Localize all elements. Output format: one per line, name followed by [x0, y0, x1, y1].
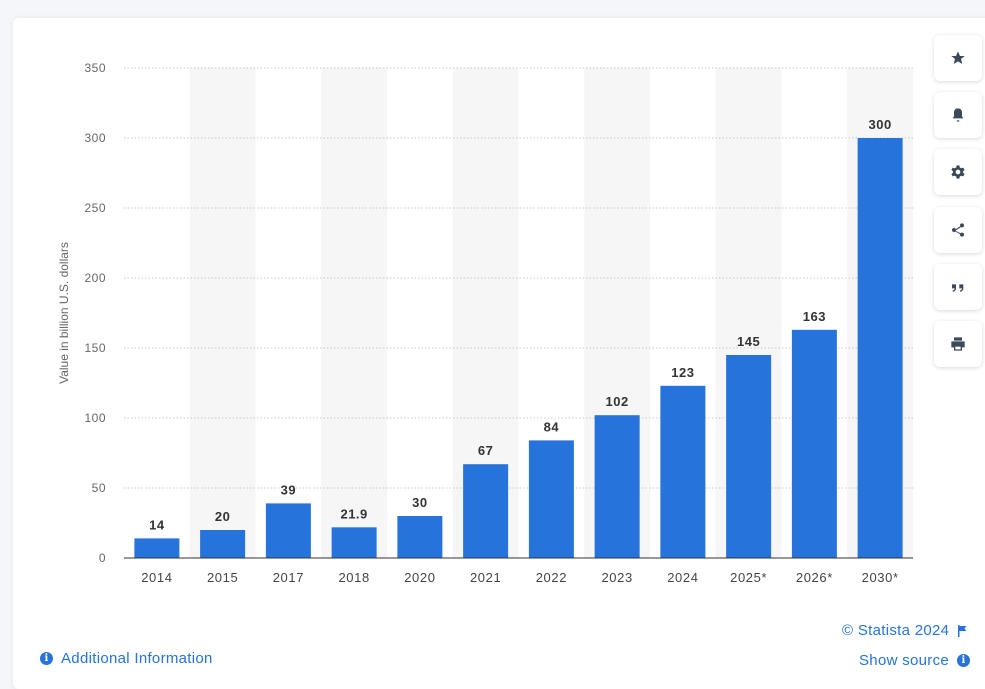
copyright-text: © Statista 2024: [842, 622, 950, 639]
x-tick-label: 2017: [273, 570, 304, 585]
bar[interactable]: [200, 530, 246, 558]
cite-button[interactable]: [934, 264, 982, 310]
y-tick-label: 300: [84, 131, 106, 145]
info-icon: i: [40, 652, 53, 665]
x-tick-label: 2024: [667, 570, 698, 585]
x-tick-label: 2030*: [862, 570, 899, 585]
data-label: 14: [149, 517, 165, 532]
x-tick-label: 2025*: [730, 570, 767, 585]
y-tick-label: 150: [84, 341, 106, 355]
bar[interactable]: [857, 138, 903, 558]
print-button[interactable]: [934, 321, 982, 367]
y-tick-label: 0: [99, 551, 106, 565]
data-label: 163: [803, 309, 826, 324]
bar[interactable]: [134, 538, 180, 558]
show-source-label: Show source: [859, 652, 950, 669]
additional-information-link[interactable]: i Additional Information: [40, 650, 213, 667]
bar[interactable]: [660, 385, 706, 558]
x-tick-label: 2026*: [796, 570, 833, 585]
quote-icon: [952, 284, 964, 292]
bar[interactable]: [726, 355, 772, 558]
x-tick-label: 2021: [470, 570, 501, 585]
data-label: 39: [281, 482, 296, 497]
share-button[interactable]: [934, 207, 982, 253]
y-tick-label: 250: [84, 201, 106, 215]
bar[interactable]: [791, 329, 837, 558]
star-icon: [951, 51, 965, 64]
x-tick-label: 2018: [338, 570, 369, 585]
y-tick-label: 100: [84, 411, 106, 425]
data-label: 30: [412, 495, 427, 510]
column-band: [189, 68, 256, 558]
bar[interactable]: [265, 503, 311, 558]
additional-information-label: Additional Information: [61, 650, 213, 667]
statista-copyright[interactable]: © Statista 2024: [842, 622, 968, 639]
gear-icon: [951, 165, 965, 179]
x-tick-label: 2015: [207, 570, 238, 585]
data-label: 20: [215, 509, 230, 524]
column-band: [321, 68, 387, 558]
data-label: 67: [478, 443, 493, 458]
show-source-link[interactable]: Show source i: [859, 652, 971, 669]
y-axis-label: Value in billion U.S. dollars: [57, 242, 71, 384]
x-tick-label: 2014: [141, 570, 172, 585]
y-tick-label: 50: [92, 481, 106, 495]
x-tick-label: 2023: [601, 570, 632, 585]
bell-icon: [952, 108, 964, 122]
data-label: 300: [869, 117, 892, 132]
data-label: 123: [671, 365, 694, 380]
data-label: 145: [737, 334, 760, 349]
bar[interactable]: [528, 440, 574, 558]
info-icon: i: [957, 654, 971, 667]
data-label: 21.9: [340, 506, 367, 521]
bar[interactable]: [331, 527, 377, 558]
share-icon: [952, 223, 964, 237]
x-tick-label: 2020: [404, 570, 435, 585]
data-label: 102: [606, 394, 629, 409]
x-tick-label: 2022: [536, 570, 567, 585]
print-icon: [951, 337, 965, 351]
favorite-button[interactable]: [934, 35, 982, 81]
bar[interactable]: [594, 415, 640, 558]
flag-icon: [958, 624, 967, 637]
notification-button[interactable]: [934, 92, 982, 138]
settings-button[interactable]: [934, 149, 982, 195]
y-tick-label: 200: [84, 271, 106, 285]
bar[interactable]: [463, 464, 509, 558]
y-tick-label: 350: [84, 61, 106, 75]
bar[interactable]: [397, 516, 443, 558]
data-label: 84: [544, 419, 560, 434]
